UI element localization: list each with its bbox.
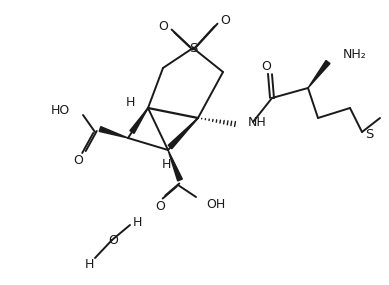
Text: H: H bbox=[132, 215, 142, 229]
Text: S: S bbox=[189, 42, 197, 54]
Text: S: S bbox=[365, 129, 373, 141]
Text: O: O bbox=[261, 60, 271, 74]
Polygon shape bbox=[130, 108, 148, 133]
Text: OH: OH bbox=[206, 198, 225, 211]
Text: O: O bbox=[108, 233, 118, 247]
Text: O: O bbox=[158, 19, 168, 32]
Text: H: H bbox=[84, 258, 94, 270]
Text: O: O bbox=[155, 200, 165, 213]
Text: H: H bbox=[125, 95, 135, 109]
Text: O: O bbox=[220, 13, 230, 27]
Text: O: O bbox=[73, 154, 83, 166]
Polygon shape bbox=[99, 127, 128, 138]
Text: H: H bbox=[161, 158, 171, 170]
Text: NH: NH bbox=[248, 115, 267, 129]
Polygon shape bbox=[308, 60, 330, 88]
Polygon shape bbox=[168, 150, 182, 181]
Text: NH₂: NH₂ bbox=[343, 48, 367, 60]
Text: HO: HO bbox=[51, 103, 70, 117]
Polygon shape bbox=[168, 118, 198, 149]
